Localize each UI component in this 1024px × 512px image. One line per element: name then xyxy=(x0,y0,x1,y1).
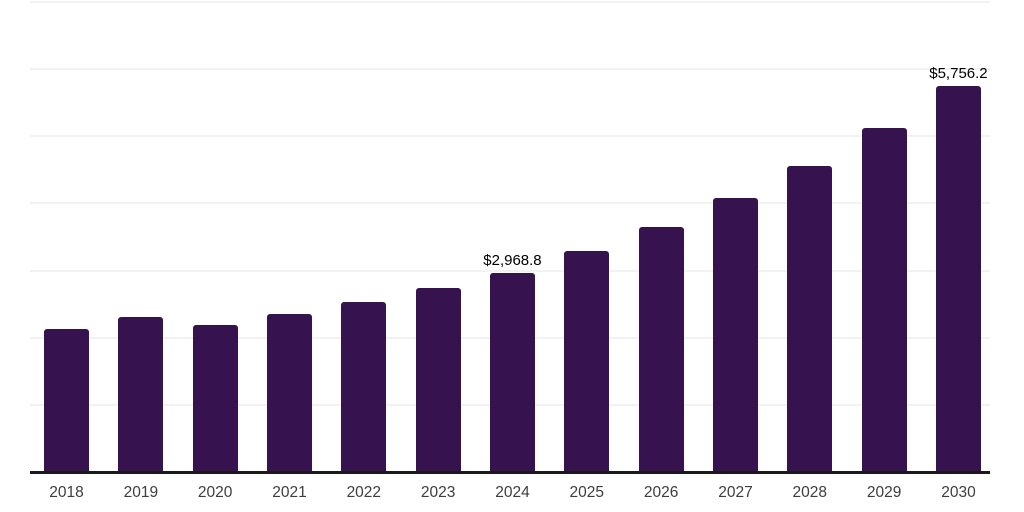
x-tick-2026: 2026 xyxy=(643,484,679,501)
x-tick-2022: 2022 xyxy=(346,484,382,501)
value-label-2030: $5,756.2 xyxy=(929,64,988,82)
x-axis-line xyxy=(30,471,990,474)
bar-2028 xyxy=(787,166,833,472)
gridline-3000 xyxy=(30,269,990,272)
x-tick-2020: 2020 xyxy=(197,484,233,501)
bar-2020 xyxy=(192,324,238,472)
bar-2021 xyxy=(266,314,312,472)
x-tick-2023: 2023 xyxy=(420,484,456,501)
bar-2018 xyxy=(44,328,89,472)
x-tick-2019: 2019 xyxy=(123,484,159,501)
bar-2030 xyxy=(935,85,981,472)
x-tick-2024: 2024 xyxy=(495,484,530,501)
bar-2024 xyxy=(489,272,535,472)
x-tick-2029: 2029 xyxy=(866,484,902,501)
gridline-6000 xyxy=(30,68,990,71)
bar-2023 xyxy=(415,288,461,472)
gridline-4000 xyxy=(30,202,990,205)
x-tick-2018: 2018 xyxy=(49,484,84,501)
x-tick-2028: 2028 xyxy=(792,484,828,501)
x-tick-2025: 2025 xyxy=(569,484,605,501)
x-tick-2021: 2021 xyxy=(272,484,307,501)
gridline-7000 xyxy=(30,1,990,3)
bar-2026 xyxy=(638,226,684,472)
x-tick-2030: 2030 xyxy=(941,484,976,501)
bar-2025 xyxy=(564,250,610,472)
gridline-5000 xyxy=(30,135,990,138)
bar-2027 xyxy=(712,198,758,472)
value-label-2024: $2,968.8 xyxy=(483,251,542,269)
bar-2029 xyxy=(861,127,907,472)
bar-2019 xyxy=(118,317,164,472)
x-tick-2027: 2027 xyxy=(718,484,753,501)
bar-2022 xyxy=(341,302,387,472)
